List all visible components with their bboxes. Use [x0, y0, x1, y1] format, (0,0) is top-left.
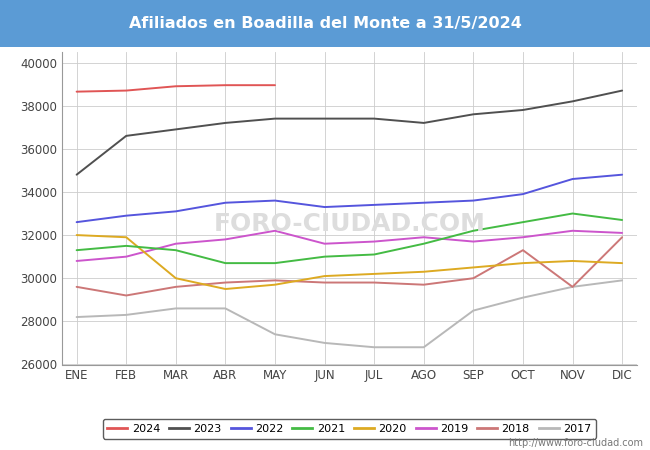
Text: Afiliados en Boadilla del Monte a 31/5/2024: Afiliados en Boadilla del Monte a 31/5/2…: [129, 16, 521, 31]
Text: FORO-CIUDAD.COM: FORO-CIUDAD.COM: [213, 212, 486, 236]
Text: http://www.foro-ciudad.com: http://www.foro-ciudad.com: [508, 438, 644, 448]
Legend: 2024, 2023, 2022, 2021, 2020, 2019, 2018, 2017: 2024, 2023, 2022, 2021, 2020, 2019, 2018…: [103, 419, 596, 439]
